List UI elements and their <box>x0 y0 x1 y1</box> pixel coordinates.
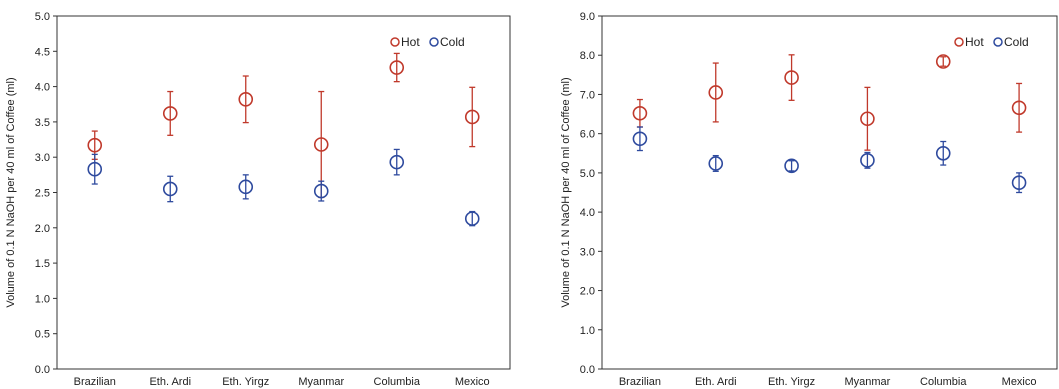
data-point-hot <box>935 54 951 69</box>
y-tick-label: 4.0 <box>35 82 50 94</box>
data-point-cold <box>1011 175 1027 190</box>
y-tick-label: 7.0 <box>580 89 595 101</box>
data-point-hot <box>860 111 875 127</box>
x-tick-label: Brazilian <box>74 376 116 388</box>
y-tick-label: 3.0 <box>580 246 595 258</box>
data-point-cold <box>162 181 178 197</box>
data-point-hot <box>238 92 254 107</box>
data-point-hot <box>87 137 103 153</box>
data-point-cold <box>238 179 254 195</box>
y-tick-label: 1.0 <box>35 293 50 305</box>
y-tick-label: 3.5 <box>35 117 50 129</box>
legend-marker-hot <box>954 37 964 47</box>
x-tick-label: Brazilian <box>619 376 661 388</box>
y-tick-label: 8.0 <box>580 50 595 62</box>
data-point-hot <box>389 60 405 75</box>
legend-label-cold: Cold <box>440 35 465 49</box>
y-axis-title: Volume of 0.1 N NaOH per 40 ml of Coffee… <box>5 77 17 307</box>
y-tick-label: 5.0 <box>580 168 595 180</box>
plot-frame <box>601 15 1058 370</box>
y-tick-label: 6.0 <box>580 129 595 141</box>
y-tick-label: 2.0 <box>35 223 50 235</box>
y-tick-label: 0.0 <box>35 364 50 376</box>
x-tick-label: Columbia <box>374 376 421 388</box>
y-tick-label: 2.0 <box>580 286 595 298</box>
data-point-cold <box>860 153 875 168</box>
x-tick-label: Eth. Yirgz <box>768 376 815 388</box>
y-tick-label: 1.0 <box>580 325 595 337</box>
y-axis-title: Volume of 0.1 N NaOH per 40 ml of Coffee… <box>560 77 572 307</box>
y-tick-label: 4.5 <box>35 46 50 58</box>
x-tick-label: Myanmar <box>844 376 890 388</box>
legend-label-hot: Hot <box>401 35 420 49</box>
x-tick-label: Myanmar <box>298 376 344 388</box>
legend-marker-cold <box>993 37 1003 47</box>
data-point-cold <box>389 154 405 170</box>
y-tick-label: 0.0 <box>580 364 595 376</box>
legend-marker-cold <box>429 37 439 47</box>
chart-left: 0.0 0.5 1.0 1.5 2.0 2.5 3.0 3.5 4.0 4.5 5.0 Brazili… <box>5 11 511 388</box>
plot-frame <box>56 15 511 370</box>
legend-label-hot: Hot <box>965 35 984 49</box>
x-tick-label: Columbia <box>920 376 967 388</box>
legend-label-cold: Cold <box>1004 35 1029 49</box>
data-point-cold <box>632 131 648 147</box>
data-point-cold <box>935 145 951 161</box>
data-point-hot <box>708 85 724 100</box>
y-tick-label: 3.0 <box>35 152 50 164</box>
legend-marker-hot <box>390 37 400 47</box>
data-point-hot <box>313 137 329 152</box>
data-point-cold <box>784 158 799 174</box>
data-point-hot <box>1011 100 1027 116</box>
data-point-hot <box>162 106 178 121</box>
x-tick-label: Eth. Ardi <box>695 376 737 388</box>
chart-right: 0.0 1.0 2.0 3.0 4.0 5.0 6.0 7.0 8.0 9.0 Brazilian E… <box>560 11 1058 388</box>
x-tick-label: Mexico <box>1002 376 1037 388</box>
data-point-hot <box>464 109 480 125</box>
data-point-cold <box>87 161 103 177</box>
y-tick-label: 4.0 <box>580 207 595 219</box>
x-tick-label: Eth. Ardi <box>149 376 191 388</box>
x-tick-label: Eth. Yirgz <box>222 376 269 388</box>
y-tick-label: 9.0 <box>580 11 595 23</box>
y-tick-label: 5.0 <box>35 11 50 23</box>
y-tick-label: 0.5 <box>35 329 50 341</box>
y-tick-label: 2.5 <box>35 188 50 200</box>
data-point-cold <box>708 156 724 171</box>
y-tick-label: 1.5 <box>35 258 50 270</box>
data-point-cold <box>464 211 480 226</box>
data-point-hot <box>632 105 648 121</box>
x-tick-label: Mexico <box>455 376 490 388</box>
data-point-hot <box>784 70 799 85</box>
data-point-cold <box>313 183 329 199</box>
